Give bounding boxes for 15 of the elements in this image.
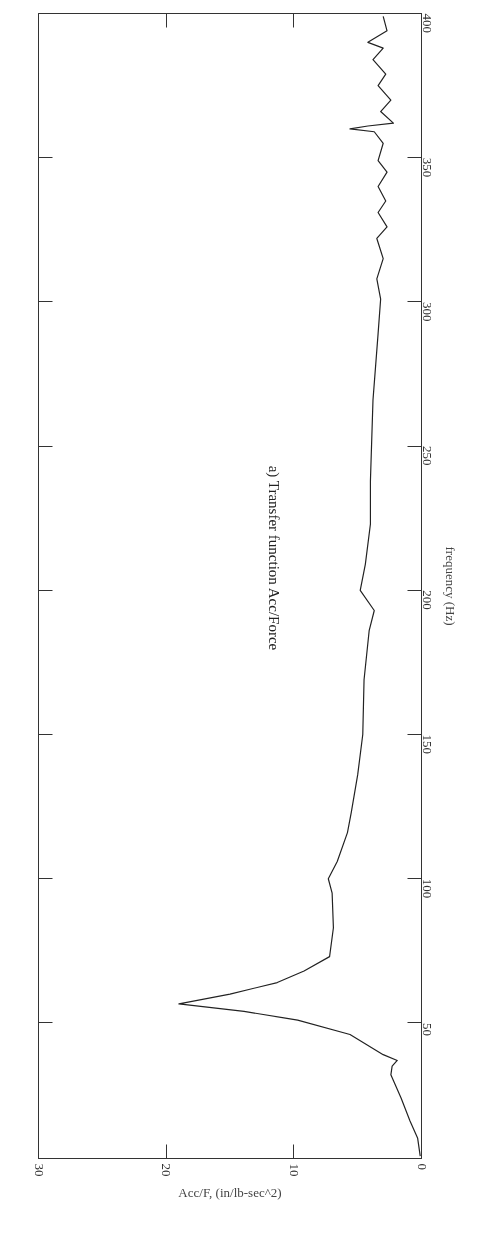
y-tick-label: 350 bbox=[419, 157, 435, 178]
y-tick-label: 300 bbox=[419, 301, 435, 322]
y-tick-label: 200 bbox=[419, 590, 435, 610]
y-tick-label: 100 bbox=[419, 878, 435, 899]
y-tick-label: 250 bbox=[419, 446, 435, 466]
text: a) Transfer function Acc/Force bbox=[264, 465, 282, 651]
y-axis-title: frequency (Hz) bbox=[442, 546, 458, 626]
y-tick-label: 150 bbox=[419, 734, 435, 755]
y-tick-label: 400 bbox=[419, 13, 435, 33]
x-tick-label: 10 bbox=[286, 1163, 302, 1177]
x-tick-label: 30 bbox=[31, 1163, 47, 1177]
x-tick-label: 20 bbox=[159, 1163, 175, 1177]
x-tick-label: 0 bbox=[414, 1163, 430, 1170]
x-axis-title: Acc/F, (in/lb-sec^2) bbox=[178, 1184, 282, 1200]
y-tick-label: 50 bbox=[419, 1022, 435, 1036]
